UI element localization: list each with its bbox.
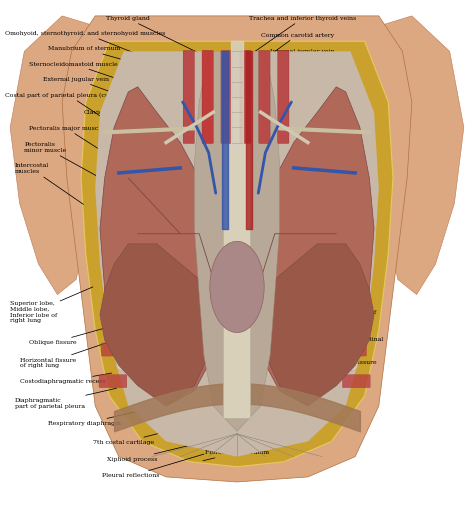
Text: Costomediastinal
space: Costomediastinal space xyxy=(302,329,383,348)
FancyBboxPatch shape xyxy=(328,184,347,198)
FancyBboxPatch shape xyxy=(106,279,130,293)
Text: Thoracic duct: Thoracic duct xyxy=(274,99,339,123)
FancyBboxPatch shape xyxy=(99,374,127,388)
Circle shape xyxy=(117,265,126,275)
Text: Respiratory diaphragm: Respiratory diaphragm xyxy=(48,408,150,426)
Circle shape xyxy=(348,265,357,275)
Polygon shape xyxy=(100,244,213,406)
Polygon shape xyxy=(62,16,412,482)
Text: Superior lobe,
Inferior lobe of
left lung: Superior lobe, Inferior lobe of left lun… xyxy=(306,287,376,321)
FancyBboxPatch shape xyxy=(278,50,289,144)
Text: Internal thoracic artery: Internal thoracic artery xyxy=(206,415,290,427)
Text: Brachial plexus: Brachial plexus xyxy=(281,116,349,135)
Text: Common carotid artery: Common carotid artery xyxy=(249,33,334,71)
Text: Anterior scalene muscle: Anterior scalene muscle xyxy=(268,82,353,110)
FancyBboxPatch shape xyxy=(111,216,132,230)
Polygon shape xyxy=(194,51,280,431)
Text: Omohyoid, sternothyroid, and sternohyoid muscles: Omohyoid, sternothyroid, and sternohyoid… xyxy=(5,31,168,67)
Text: Intercostal
muscles: Intercostal muscles xyxy=(15,164,83,204)
FancyBboxPatch shape xyxy=(340,343,366,356)
Polygon shape xyxy=(256,87,374,406)
Polygon shape xyxy=(81,41,393,467)
Circle shape xyxy=(117,360,126,370)
FancyBboxPatch shape xyxy=(109,248,131,261)
FancyBboxPatch shape xyxy=(116,153,134,166)
Text: Phrenic nerve: Phrenic nerve xyxy=(258,66,326,96)
Circle shape xyxy=(348,169,357,179)
Text: Manubrium of sternum: Manubrium of sternum xyxy=(48,46,192,79)
Text: Sternocleidomastoid muscle: Sternocleidomastoid muscle xyxy=(29,61,164,94)
FancyBboxPatch shape xyxy=(104,311,129,325)
FancyBboxPatch shape xyxy=(221,50,232,144)
FancyBboxPatch shape xyxy=(342,374,370,388)
Text: Musculophrenic artery: Musculophrenic artery xyxy=(217,380,303,397)
Circle shape xyxy=(348,360,357,370)
FancyBboxPatch shape xyxy=(326,153,344,166)
Text: Subclavian artery and vein: Subclavian artery and vein xyxy=(279,133,369,149)
Text: Pectoralis
minor muscle: Pectoralis minor muscle xyxy=(24,142,102,179)
FancyBboxPatch shape xyxy=(259,50,270,144)
Circle shape xyxy=(117,138,126,148)
FancyBboxPatch shape xyxy=(330,216,351,230)
Text: 7th costal cartilage: 7th costal cartilage xyxy=(93,427,182,445)
FancyBboxPatch shape xyxy=(333,248,355,261)
Text: Pectoralis major muscle: Pectoralis major muscle xyxy=(29,126,117,161)
Text: Axillary artery and vein: Axillary artery and vein xyxy=(288,172,370,185)
Polygon shape xyxy=(369,16,464,295)
Circle shape xyxy=(348,329,357,339)
Text: Pleural reflections: Pleural reflections xyxy=(102,454,204,479)
Text: Lingula of superior lobe of left lung: Lingula of superior lobe of left lung xyxy=(206,397,323,410)
Text: Fibrous pericardium: Fibrous pericardium xyxy=(203,450,269,461)
Circle shape xyxy=(117,297,126,307)
Text: Thyroid gland: Thyroid gland xyxy=(106,16,211,59)
Circle shape xyxy=(348,201,357,211)
Text: External jugular vein: External jugular vein xyxy=(43,77,159,110)
FancyBboxPatch shape xyxy=(323,121,340,135)
Text: Cardiac notch
of left lung: Cardiac notch of left lung xyxy=(307,190,369,211)
Circle shape xyxy=(348,297,357,307)
Circle shape xyxy=(348,233,357,243)
Circle shape xyxy=(117,201,126,211)
FancyBboxPatch shape xyxy=(335,279,359,293)
Text: Oblique fissure: Oblique fissure xyxy=(296,346,377,365)
Text: Costal part of parietal pleura (cut away): Costal part of parietal pleura (cut away… xyxy=(5,93,133,130)
Polygon shape xyxy=(100,87,218,406)
Circle shape xyxy=(348,138,357,148)
Text: Clavicle: Clavicle xyxy=(83,110,155,139)
Circle shape xyxy=(117,233,126,243)
Text: Diaphragmatic
part of parietal pleura: Diaphragmatic part of parietal pleura xyxy=(15,388,117,409)
Polygon shape xyxy=(10,16,105,295)
FancyBboxPatch shape xyxy=(240,50,251,144)
FancyBboxPatch shape xyxy=(101,343,128,356)
Text: Xiphoid process: Xiphoid process xyxy=(107,442,201,462)
FancyBboxPatch shape xyxy=(183,50,194,144)
Polygon shape xyxy=(261,244,374,406)
Text: Trachea and inferior thyroid veins: Trachea and inferior thyroid veins xyxy=(244,16,356,59)
Circle shape xyxy=(117,329,126,339)
FancyBboxPatch shape xyxy=(113,184,133,198)
Text: Superior lobe,
Middle lobe,
Inferior lobe of
right lung: Superior lobe, Middle lobe, Inferior lob… xyxy=(10,287,93,324)
Text: Oblique fissure: Oblique fissure xyxy=(29,328,107,345)
Ellipse shape xyxy=(210,241,264,333)
FancyBboxPatch shape xyxy=(223,100,251,419)
FancyBboxPatch shape xyxy=(202,50,213,144)
FancyBboxPatch shape xyxy=(337,311,363,325)
FancyBboxPatch shape xyxy=(118,121,135,135)
Circle shape xyxy=(117,169,126,179)
Text: Horizontal fissure
of right lung: Horizontal fissure of right lung xyxy=(19,343,107,368)
Text: Internal jugular vein: Internal jugular vein xyxy=(254,49,335,83)
Text: Costodiaphragmatic recess: Costodiaphragmatic recess xyxy=(19,373,112,384)
Polygon shape xyxy=(95,51,379,457)
Text: Internal thoracic artery
and vein: Internal thoracic artery and vein xyxy=(274,148,365,167)
Text: Mediastinal part of parietal pleura: Mediastinal part of parietal pleura xyxy=(203,431,315,444)
